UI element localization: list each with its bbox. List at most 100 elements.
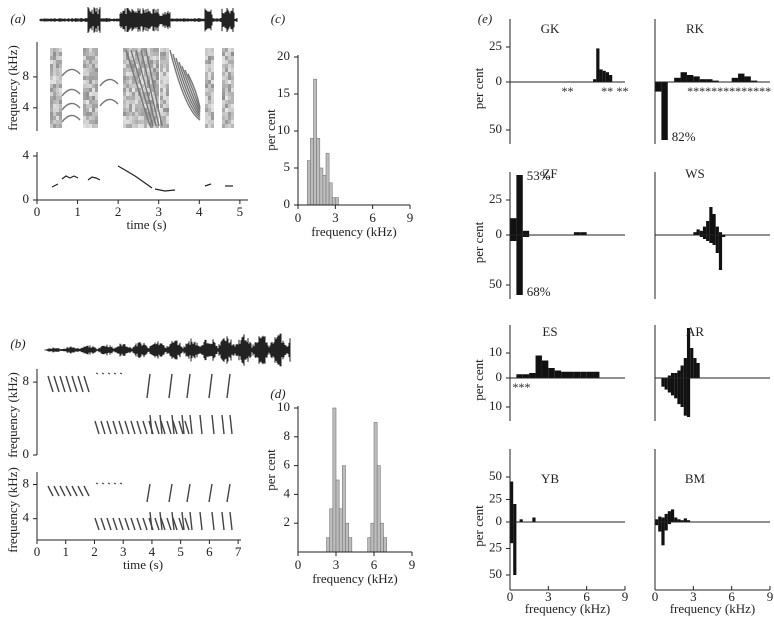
- spectrogram-cell: [53, 64, 56, 68]
- spectrogram-cell: [53, 52, 56, 56]
- spectrogram-cell: [53, 72, 56, 76]
- syllable: [229, 414, 233, 435]
- spectrogram-cell: [141, 96, 144, 100]
- spectrogram-cell: [208, 96, 211, 100]
- spectrogram-cell: [53, 108, 56, 112]
- spectrogram-cell: [138, 96, 141, 100]
- y-tick-label: 0: [23, 191, 30, 206]
- syllable: [189, 414, 193, 435]
- spectrogram-cell: [166, 68, 169, 72]
- bars: [655, 509, 691, 546]
- harmonic: [125, 49, 151, 127]
- x-tick-label: 0: [34, 544, 41, 559]
- annotation: **: [616, 84, 628, 98]
- bar-lower: [712, 235, 716, 245]
- spectrogram-cell: [56, 72, 59, 76]
- bar-upper: [686, 75, 694, 82]
- spectrogram-cell: [135, 72, 138, 76]
- spectrogram-cell: [89, 116, 92, 120]
- spectrogram-cell: [86, 48, 89, 52]
- spectrogram-cell: [83, 120, 86, 124]
- y-tick-label: 8: [23, 373, 30, 388]
- syllable: [160, 517, 166, 531]
- spectrogram-cell: [231, 116, 234, 120]
- bar-upper: [667, 375, 671, 378]
- x-tick-label: 3: [120, 544, 127, 559]
- spectrogram-cell: [153, 60, 156, 64]
- spectrogram-cell: [53, 96, 56, 100]
- spectrogram-cell: [222, 116, 225, 120]
- spectrogram-cell: [83, 92, 86, 96]
- spectrogram-cell: [225, 120, 228, 124]
- bar: [335, 479, 340, 553]
- syllable: [171, 414, 175, 435]
- spectrogram-cell: [135, 112, 138, 116]
- y-tick-label: 5: [284, 159, 291, 174]
- spectrogram-cell: [92, 112, 95, 116]
- spectrogram-cell: [86, 92, 89, 96]
- spectrogram-cell: [59, 96, 62, 100]
- syllable: [124, 420, 130, 435]
- y-tick-label: 10: [489, 344, 502, 359]
- harmonic: [145, 49, 163, 127]
- bar-upper: [548, 368, 555, 378]
- spectrogram-cell: [222, 108, 225, 112]
- spectrogram-cell: [123, 72, 126, 76]
- spectrogram-cell: [163, 108, 166, 112]
- spectrogram-cell: [166, 52, 169, 56]
- bar-upper: [706, 79, 713, 82]
- spectrogram-cell: [138, 104, 141, 108]
- bar-upper: [661, 517, 665, 522]
- spectrogram-cell: [95, 108, 98, 112]
- spectrogram-cell: [132, 96, 135, 100]
- spectrogram-cell: [56, 112, 59, 116]
- spectrogram-cell: [126, 100, 129, 104]
- syllable: [181, 414, 185, 435]
- spectrogram-cell: [95, 60, 98, 64]
- syllable: [168, 373, 173, 399]
- harmonic: [169, 49, 201, 121]
- x-tick-label: 2: [91, 544, 98, 559]
- spectrogram-cell: [59, 124, 62, 128]
- spectrogram-cell: [163, 76, 166, 80]
- bar-lower: [670, 378, 675, 396]
- syllable: [112, 420, 118, 435]
- syllable: [77, 375, 84, 393]
- spectrogram-cell: [56, 120, 59, 124]
- spectrogram-cell: [95, 124, 98, 128]
- spectrogram-cell: [153, 52, 156, 56]
- spectrogram-cell: [59, 88, 62, 92]
- spectrogram-cell: [135, 124, 138, 128]
- spectrogram-cell: [86, 84, 89, 88]
- syllable: [208, 483, 213, 503]
- bar-upper: [699, 79, 707, 82]
- spectrogram-cell: [231, 100, 234, 104]
- spectrogram-cell: [89, 120, 92, 124]
- y-tick-label: 6: [284, 457, 291, 472]
- bar: [331, 197, 336, 206]
- spectrogram-cell: [132, 124, 135, 128]
- syllable: [184, 517, 190, 531]
- bar-lower: [699, 235, 703, 237]
- spectrogram-cell: [231, 92, 234, 96]
- y-tick-label: 50: [489, 276, 502, 291]
- bar-upper: [738, 73, 745, 82]
- spectrogram-cell: [228, 88, 231, 92]
- bar-lower: [709, 235, 713, 243]
- syllable: [184, 420, 190, 435]
- spectrogram-cell: [83, 88, 86, 92]
- spectrogram-cell: [135, 116, 138, 120]
- spectrogram-cell: [150, 64, 153, 68]
- spectrogram-cell: [166, 96, 169, 100]
- spectrogram-cell: [135, 76, 138, 80]
- spectrogram-cell: [89, 68, 92, 72]
- spectrogram-cell: [56, 124, 59, 128]
- spectrogram-cell: [126, 76, 129, 80]
- syllable: [221, 511, 225, 531]
- spectrogram-cell: [228, 72, 231, 76]
- y-tick-label: 0: [284, 196, 291, 211]
- bar-upper: [664, 513, 668, 522]
- bar-lower: [667, 522, 671, 525]
- spectrogram-cell: [89, 104, 92, 108]
- spectrogram-cell: [166, 120, 169, 124]
